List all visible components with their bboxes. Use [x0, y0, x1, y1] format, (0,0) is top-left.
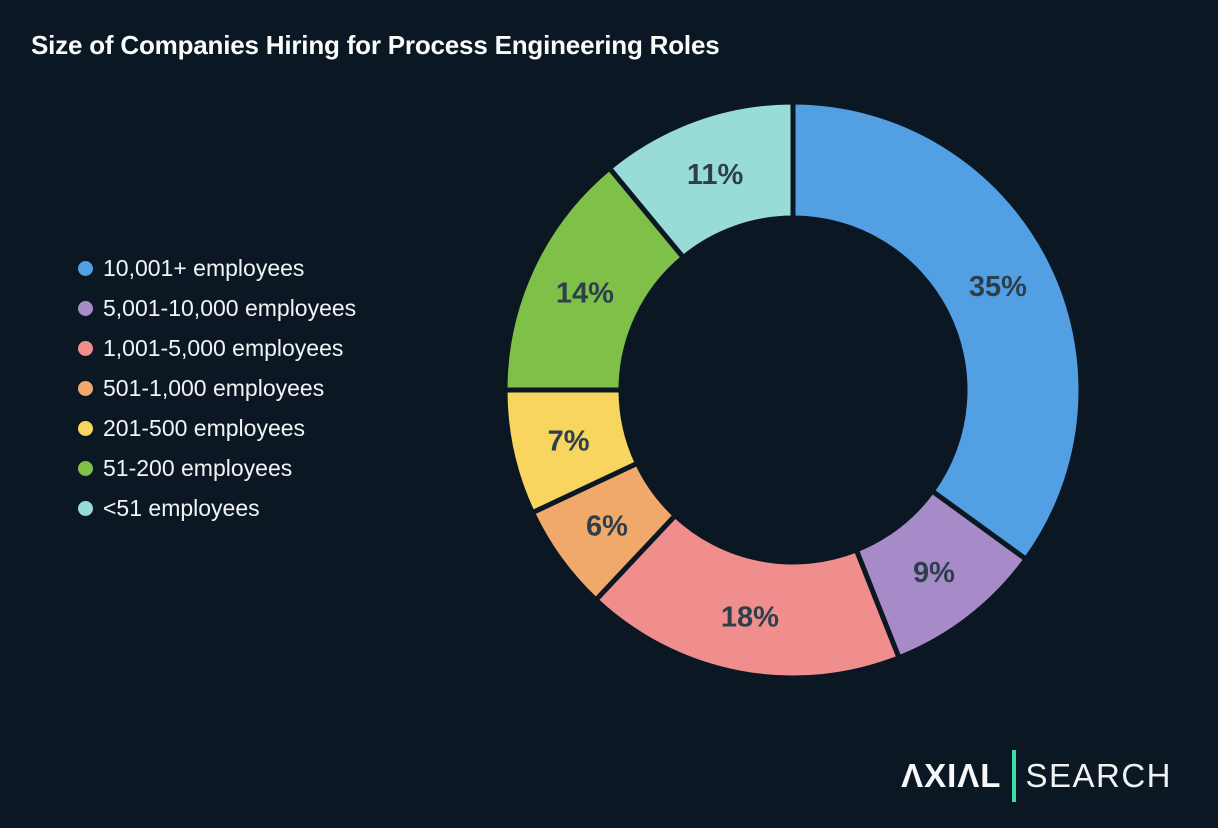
legend-item: 201-500 employees [78, 408, 356, 448]
legend-color-dot [78, 500, 93, 516]
slice-percent-label: 35% [969, 271, 1027, 303]
chart-title: Size of Companies Hiring for Process Eng… [31, 30, 720, 60]
legend-item-label: <51 employees [103, 494, 260, 521]
legend-color-dot [78, 300, 93, 316]
chart-legend: 10,001+ employees 5,001-10,000 employees 1… [78, 248, 356, 528]
donut-slice [790, 99, 1084, 563]
logo-divider-bar [1012, 750, 1017, 802]
legend-color-dot [78, 380, 93, 396]
slice-percent-label: 11% [687, 159, 744, 191]
legend-item: 51-200 employees [78, 448, 356, 488]
logo-suffix-text: SEARCH [1025, 757, 1172, 794]
legend-color-dot [78, 260, 93, 276]
legend-item: 10,001+ employees [78, 248, 356, 288]
legend-item: 501-1,000 employees [78, 368, 356, 408]
legend-color-dot [78, 340, 93, 356]
legend-item-label: 1,001-5,000 employees [103, 334, 344, 361]
donut-slice [592, 511, 903, 681]
legend-item-label: 5,001-10,000 employees [103, 294, 357, 321]
slice-percent-label: 9% [913, 557, 955, 589]
legend-item-label: 201-500 employees [103, 414, 306, 441]
slice-percent-label: 18% [721, 601, 779, 633]
legend-color-dot [78, 420, 93, 436]
logo-brand-text: ΛXIΛL [901, 757, 1002, 794]
donut-slice [605, 99, 796, 261]
legend-item-label: 10,001+ employees [103, 254, 305, 281]
slice-percent-label: 6% [586, 511, 628, 543]
legend-item-label: 501-1,000 employees [103, 374, 325, 401]
legend-item: <51 employees [78, 488, 356, 528]
legend-item-label: 51-200 employees [103, 454, 293, 481]
slice-percent-label: 14% [556, 278, 614, 310]
legend-color-dot [78, 460, 93, 476]
legend-item: 5,001-10,000 employees [78, 288, 356, 328]
legend-item: 1,001-5,000 employees [78, 328, 356, 368]
slice-percent-label: 7% [548, 426, 590, 458]
axial-search-logo: ΛXIΛL SEARCH [901, 750, 1172, 802]
